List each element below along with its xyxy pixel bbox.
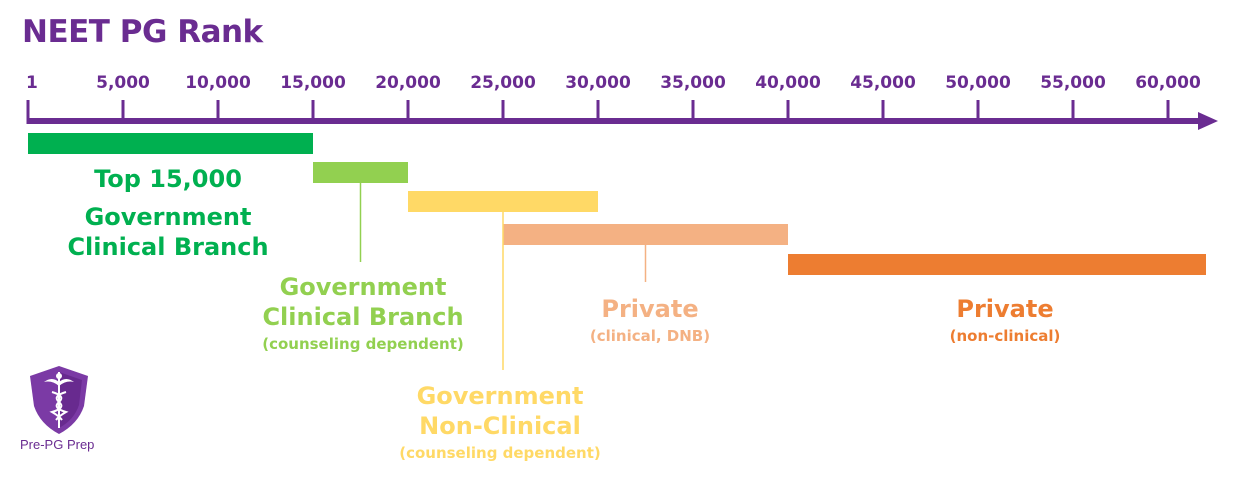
label-line: Top 15,000 <box>94 165 242 193</box>
axis-tick-label: 20,000 <box>375 73 441 93</box>
label-line: Private <box>956 295 1054 323</box>
page-title: NEET PG Rank <box>22 14 263 50</box>
axis-tick-label: 30,000 <box>565 73 631 93</box>
axis-tick-label: 45,000 <box>850 73 916 93</box>
label-line: Private <box>601 295 699 323</box>
axis-tick-label: 15,000 <box>280 73 346 93</box>
logo-text: Pre-PG Prep <box>20 437 95 452</box>
axis-tick-label: 25,000 <box>470 73 536 93</box>
label-govt-nonclinical: Government Non-Clinical (counseling depe… <box>380 381 620 463</box>
band-bar-govt-nonclinical <box>408 191 598 212</box>
band-connectors <box>359 183 647 370</box>
label-private-nonclinical: Private (non-clinical) <box>905 294 1105 346</box>
band-bar-private-nonclinical <box>788 254 1206 275</box>
axis-tick-label: 50,000 <box>945 73 1011 93</box>
caduceus-shield-icon <box>30 366 88 434</box>
label-line: Government <box>84 203 252 231</box>
band-bar-govt-clinical-counseling <box>313 162 408 183</box>
axis-tick-label: 60,000 <box>1135 73 1201 93</box>
axis-tick-label: 35,000 <box>660 73 726 93</box>
label-sub: (clinical, DNB) <box>589 327 711 345</box>
axis-tick-label: 55,000 <box>1040 73 1106 93</box>
label-line: Government <box>416 382 584 410</box>
label-line: Clinical Branch <box>262 303 464 331</box>
label-line: Non-Clinical <box>419 412 581 440</box>
band-bar-govt-clinical <box>28 133 313 154</box>
label-private-clinical: Private (clinical, DNB) <box>550 294 750 346</box>
axis-tick-label: 10,000 <box>185 73 251 93</box>
label-line: Clinical Branch <box>67 233 269 261</box>
label-sub: (counseling dependent) <box>262 335 464 353</box>
rank-axis: 1 5,000 10,000 15,000 20,000 25,000 30,000 35,0… <box>26 73 1218 130</box>
axis-tick-label: 1 <box>26 73 38 93</box>
label-sub: (non-clinical) <box>949 327 1061 345</box>
label-govt-clinical-counseling: Government Clinical Branch (counseling d… <box>243 272 483 354</box>
label-govt-clinical: Top 15,000 Government Clinical Branch <box>48 164 288 262</box>
axis-tick-label: 40,000 <box>755 73 821 93</box>
label-line: Government <box>279 273 447 301</box>
axis-arrow <box>1198 112 1218 130</box>
rank-bands <box>28 133 1206 275</box>
axis-tick-label: 5,000 <box>96 73 150 93</box>
band-bar-private-clinical <box>503 224 788 245</box>
label-sub: (counseling dependent) <box>399 444 601 462</box>
